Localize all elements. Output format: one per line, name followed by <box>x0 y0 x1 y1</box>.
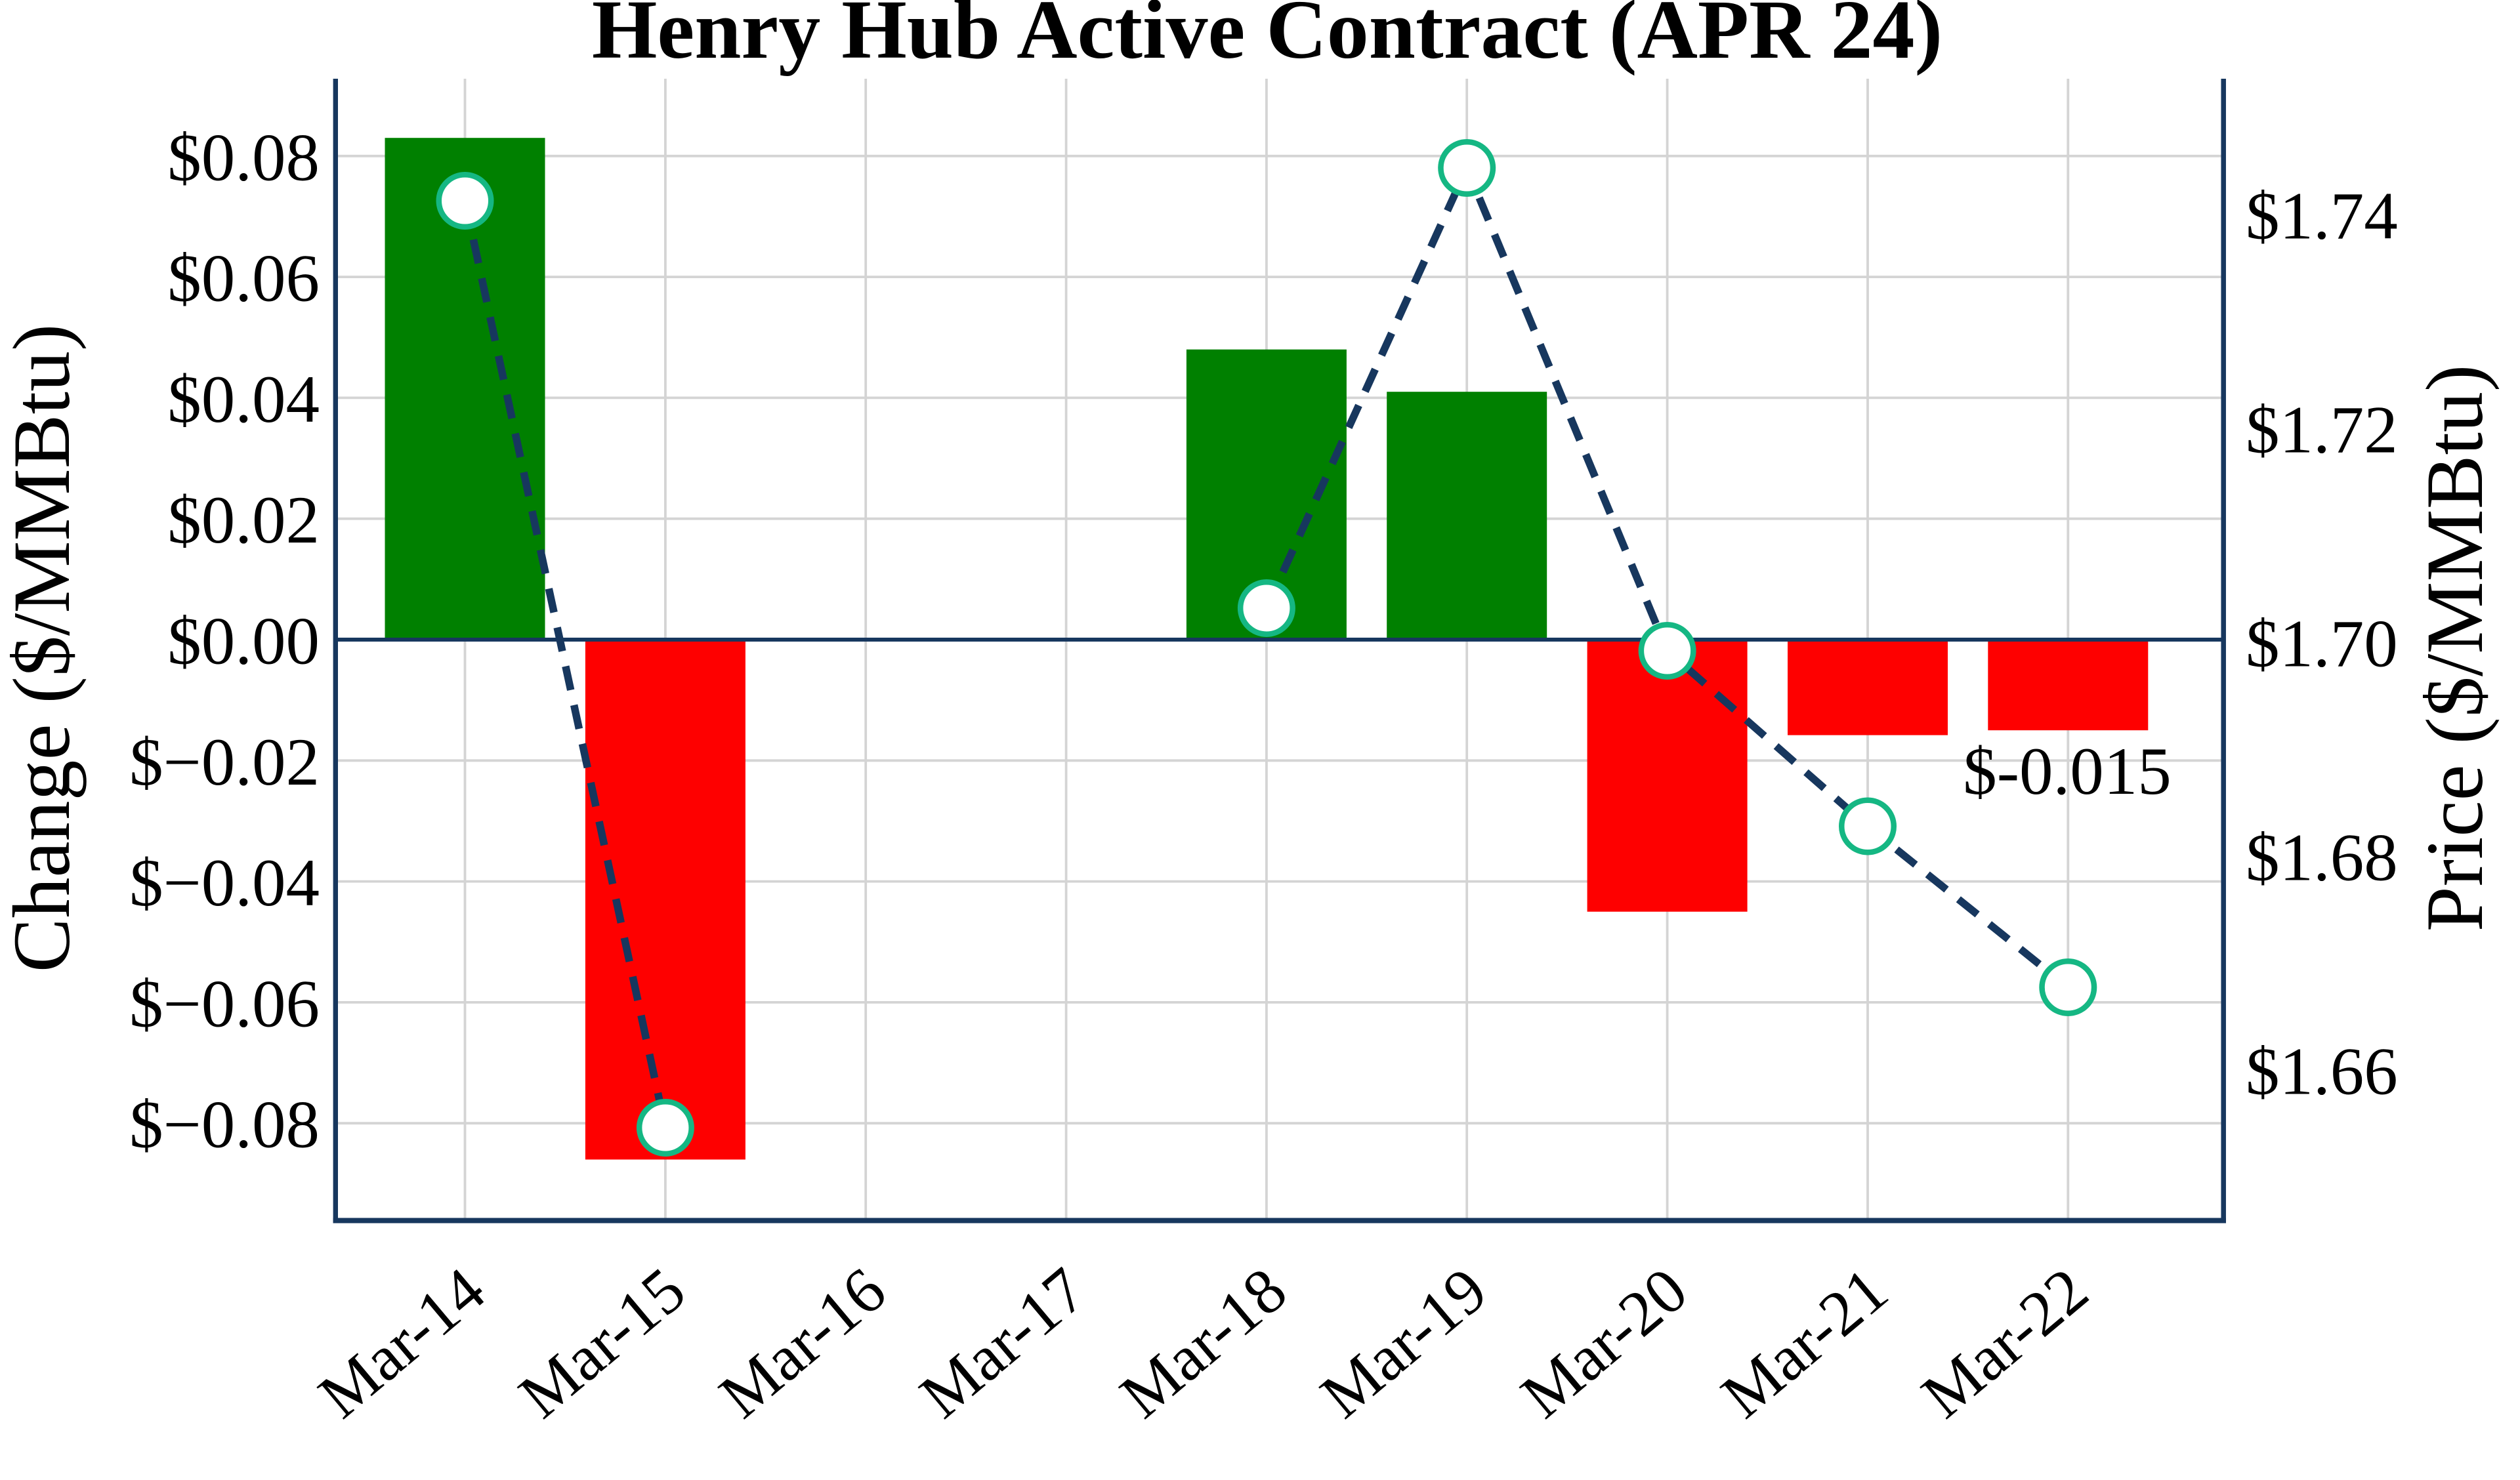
svg-text:$−0.04: $−0.04 <box>129 846 320 920</box>
svg-text:Price ($/MMBtu): Price ($/MMBtu) <box>2410 365 2500 932</box>
svg-text:$−0.08: $−0.08 <box>129 1088 320 1162</box>
svg-text:$−0.06: $−0.06 <box>129 966 320 1041</box>
svg-text:$0.04: $0.04 <box>167 362 320 437</box>
svg-text:$0.06: $0.06 <box>167 241 320 316</box>
svg-text:$0.02: $0.02 <box>167 483 320 558</box>
svg-text:$1.66: $1.66 <box>2246 1035 2398 1109</box>
svg-text:$0.00: $0.00 <box>167 604 320 679</box>
svg-text:$-0.015: $-0.015 <box>1963 734 2172 809</box>
svg-text:$1.68: $1.68 <box>2246 821 2398 895</box>
svg-text:$1.72: $1.72 <box>2246 393 2398 468</box>
svg-text:Henry Hub Active Contract (APR: Henry Hub Active Contract (APR 24) <box>592 0 1942 76</box>
svg-text:$1.70: $1.70 <box>2246 607 2398 682</box>
svg-text:Change ($/MMBtu): Change ($/MMBtu) <box>0 324 87 973</box>
svg-text:$−0.02: $−0.02 <box>129 725 320 800</box>
svg-text:$0.08: $0.08 <box>167 120 320 195</box>
svg-text:$1.74: $1.74 <box>2246 179 2398 254</box>
